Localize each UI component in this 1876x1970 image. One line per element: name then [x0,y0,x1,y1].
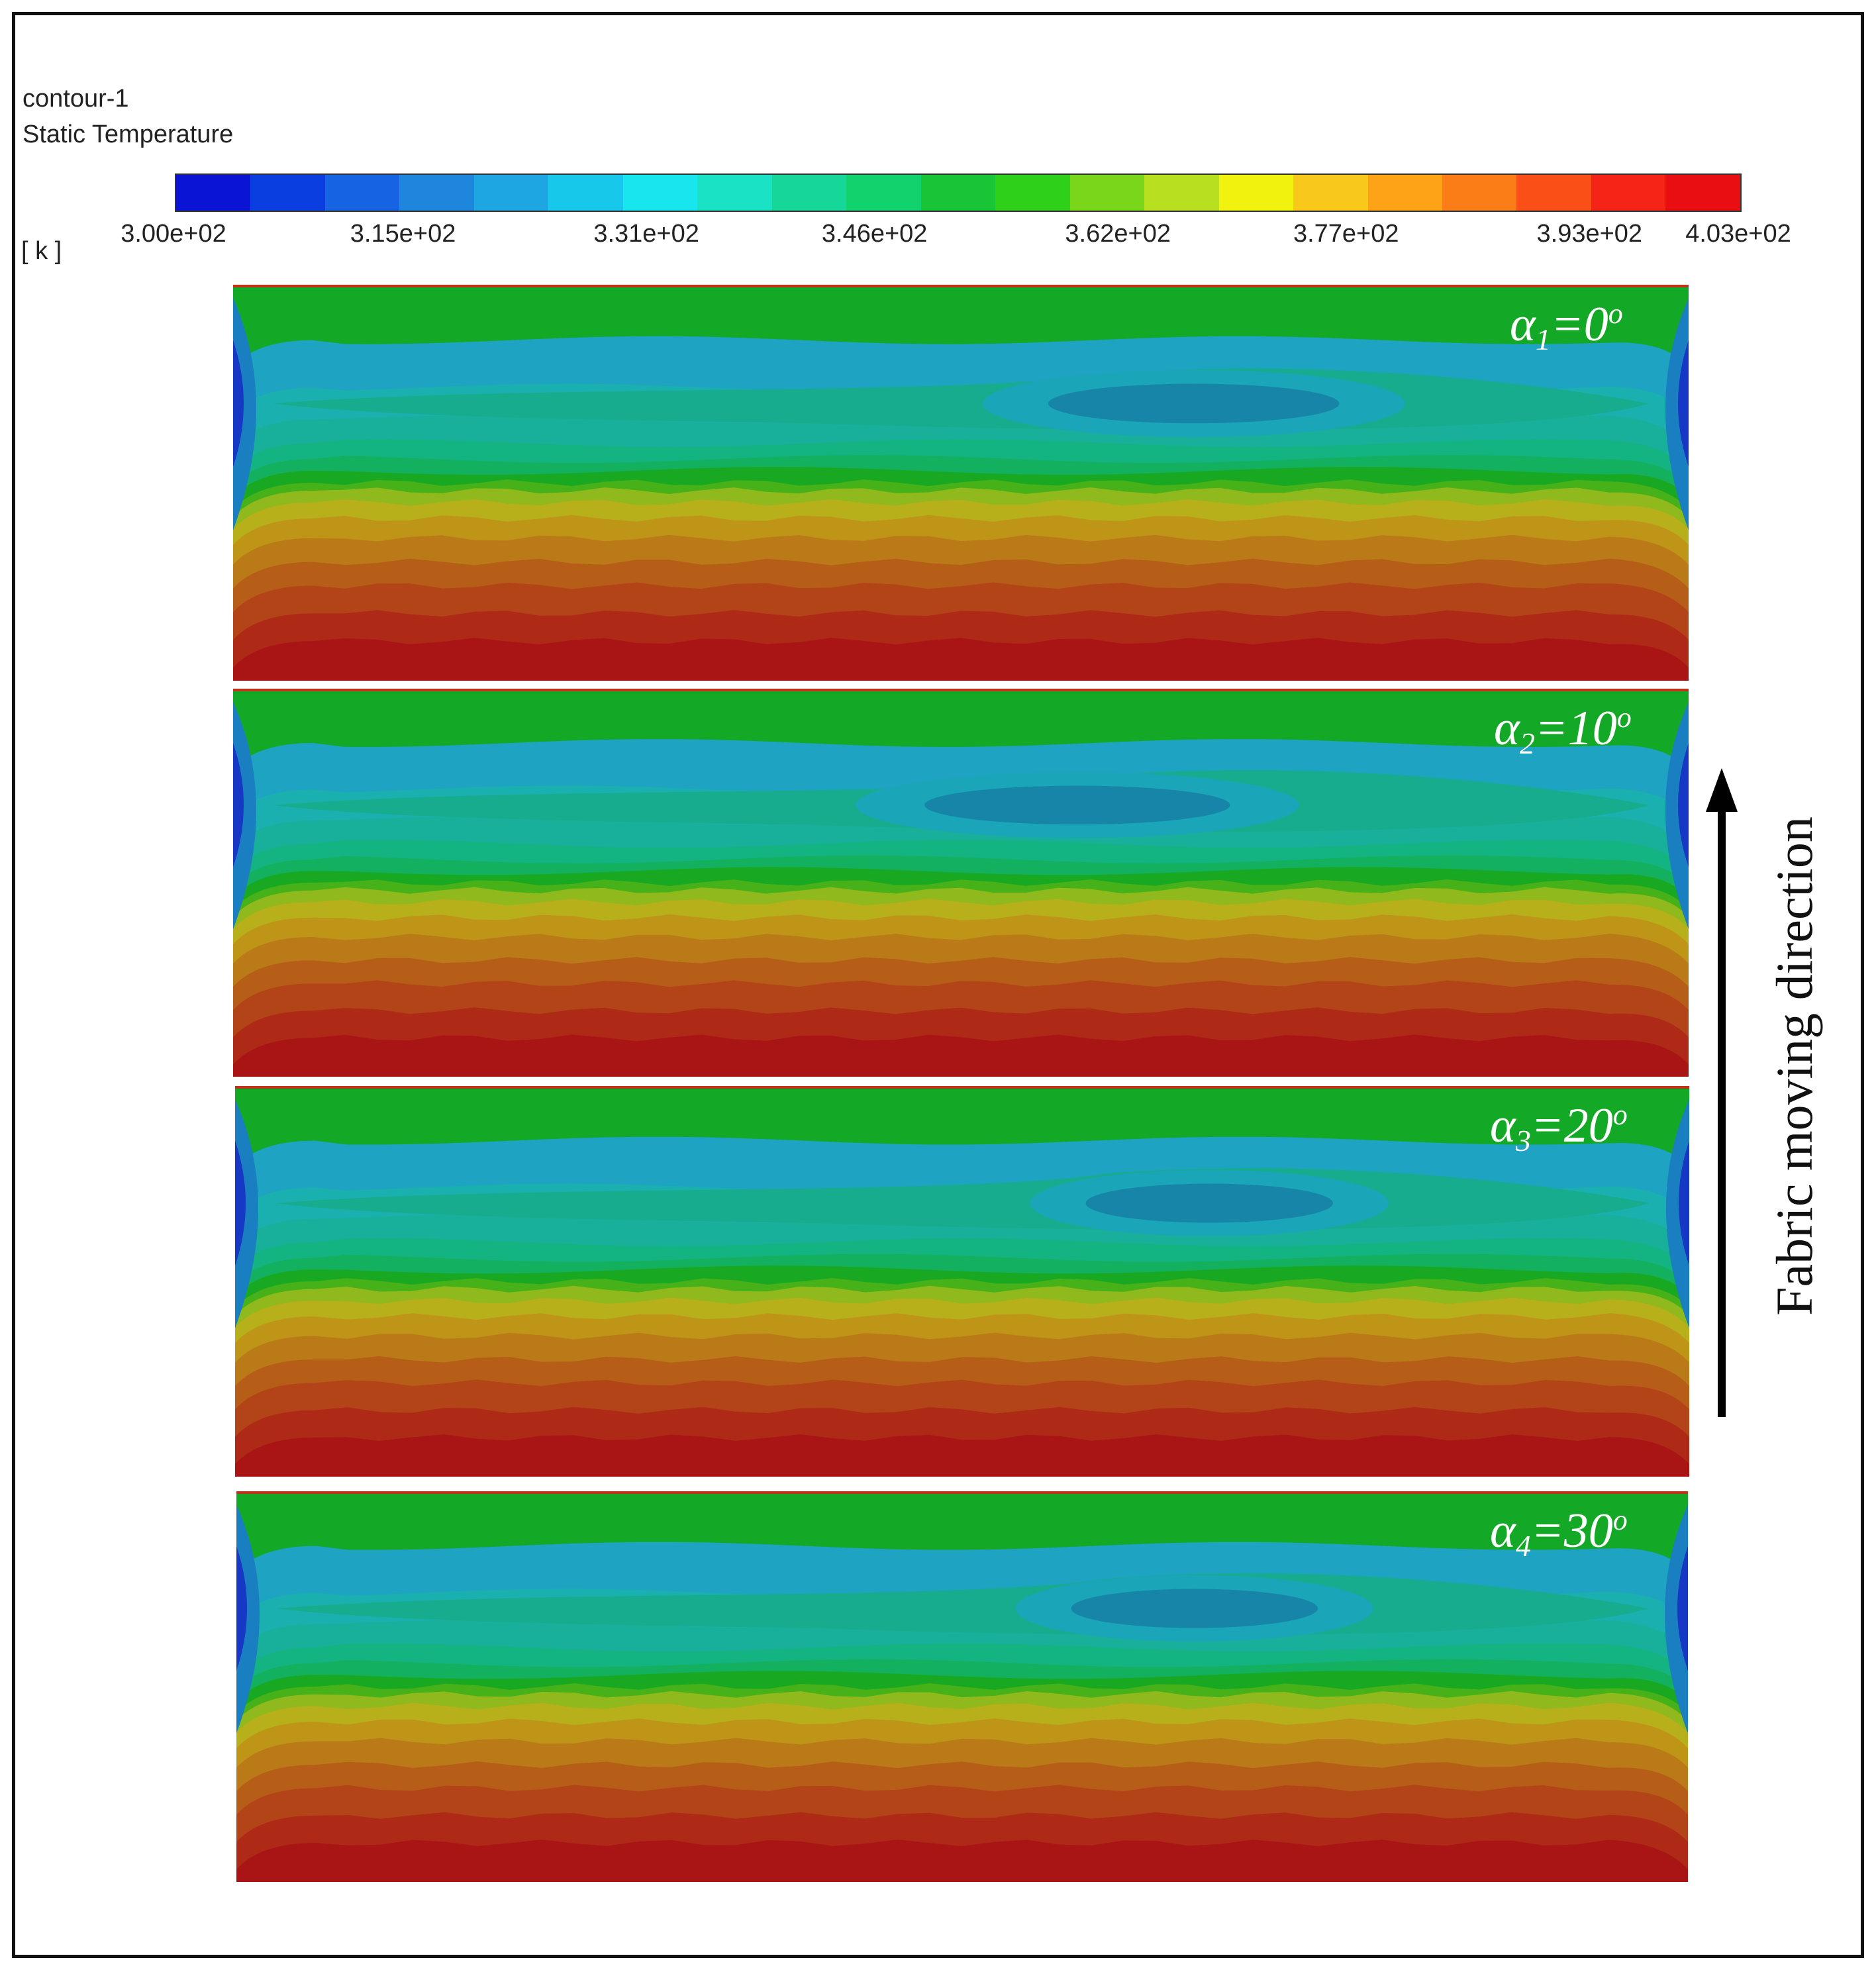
direction-arrow-icon [1706,768,1738,1417]
wall-cold-zone [1666,1099,1689,1328]
top-wall [233,285,1689,287]
wall-cold-zone [1678,743,1689,867]
colorbar-tick-label: 3.93e+02 [1536,220,1643,248]
temperature-band [233,1034,1689,1077]
cold-core [1048,383,1340,424]
colorbar-band [697,175,772,211]
temperature-band [233,638,1689,681]
colorbar-band [771,175,847,211]
temperature-band [236,1840,1688,1882]
colorbar-band [1516,175,1591,211]
colorbar-band [1293,175,1368,211]
wall-cold-zone [236,1504,260,1734]
wall-cold-zone [236,1546,247,1671]
contour-field [233,689,1689,1077]
colorbar-band [176,175,251,211]
colorbar-tick-label: 3.31e+02 [593,220,699,248]
wall-cold-zone [1665,702,1689,930]
colorbar-band [399,175,474,211]
wall-cold-zone [233,743,244,867]
colorbar-band [1069,175,1145,211]
legend-name: contour-1 [23,85,129,113]
case-label: α1=0o [1510,297,1623,356]
top-wall [233,689,1689,691]
colorbar-tick-label: 3.77e+02 [1293,220,1399,248]
colorbar-band [548,175,623,211]
contour-field [233,285,1689,681]
wall-cold-zone [1678,340,1689,468]
colorbar-band [1665,175,1740,211]
contour-panel [233,689,1689,1077]
contour-panel [233,285,1689,681]
contour-field [236,1491,1688,1882]
colorbar-unit: [ k ] [21,237,62,265]
wall-cold-zone [1679,1140,1689,1266]
top-wall [235,1086,1689,1089]
colorbar-tick-label: 3.00e+02 [121,220,226,248]
colorbar-tick-label: 4.03e+02 [1685,220,1791,248]
colorbar-band [1591,175,1666,211]
colorbar-band [1367,175,1442,211]
wall-cold-zone [235,1099,258,1328]
colorbar-band [995,175,1070,211]
colorbar-tick-label: 3.62e+02 [1065,220,1171,248]
case-label: α3=20o [1490,1099,1628,1157]
case-label: α4=30o [1490,1504,1628,1563]
cold-core [924,785,1230,825]
wall-cold-zone [233,298,256,530]
colorbar [175,173,1742,212]
colorbar-band [1144,175,1219,211]
colorbar-band [1218,175,1294,211]
cold-core [1085,1183,1333,1223]
contour-panel [236,1491,1688,1882]
case-label: α2=10o [1494,701,1632,760]
wall-cold-zone [1677,1546,1688,1671]
wall-cold-zone [233,340,244,468]
colorbar-band [920,175,996,211]
colorbar-band [473,175,549,211]
contour-panel [235,1086,1689,1477]
colorbar-band [1442,175,1517,211]
top-wall [236,1491,1688,1494]
colorbar-tick-label: 3.46e+02 [821,220,928,248]
contour-field [235,1086,1689,1477]
colorbar-band [250,175,325,211]
cold-core [1071,1589,1318,1628]
wall-cold-zone [235,1140,246,1266]
colorbar-tick-label: 3.15e+02 [350,220,456,248]
wall-cold-zone [233,702,256,930]
colorbar-band [846,175,921,211]
colorbar-band [622,175,698,211]
legend-variable: Static Temperature [23,121,234,148]
wall-cold-zone [1665,1504,1688,1734]
direction-label: Fabric moving direction [1765,816,1823,1316]
wall-cold-zone [1665,298,1689,530]
colorbar-band [324,175,400,211]
temperature-band [235,1434,1689,1477]
